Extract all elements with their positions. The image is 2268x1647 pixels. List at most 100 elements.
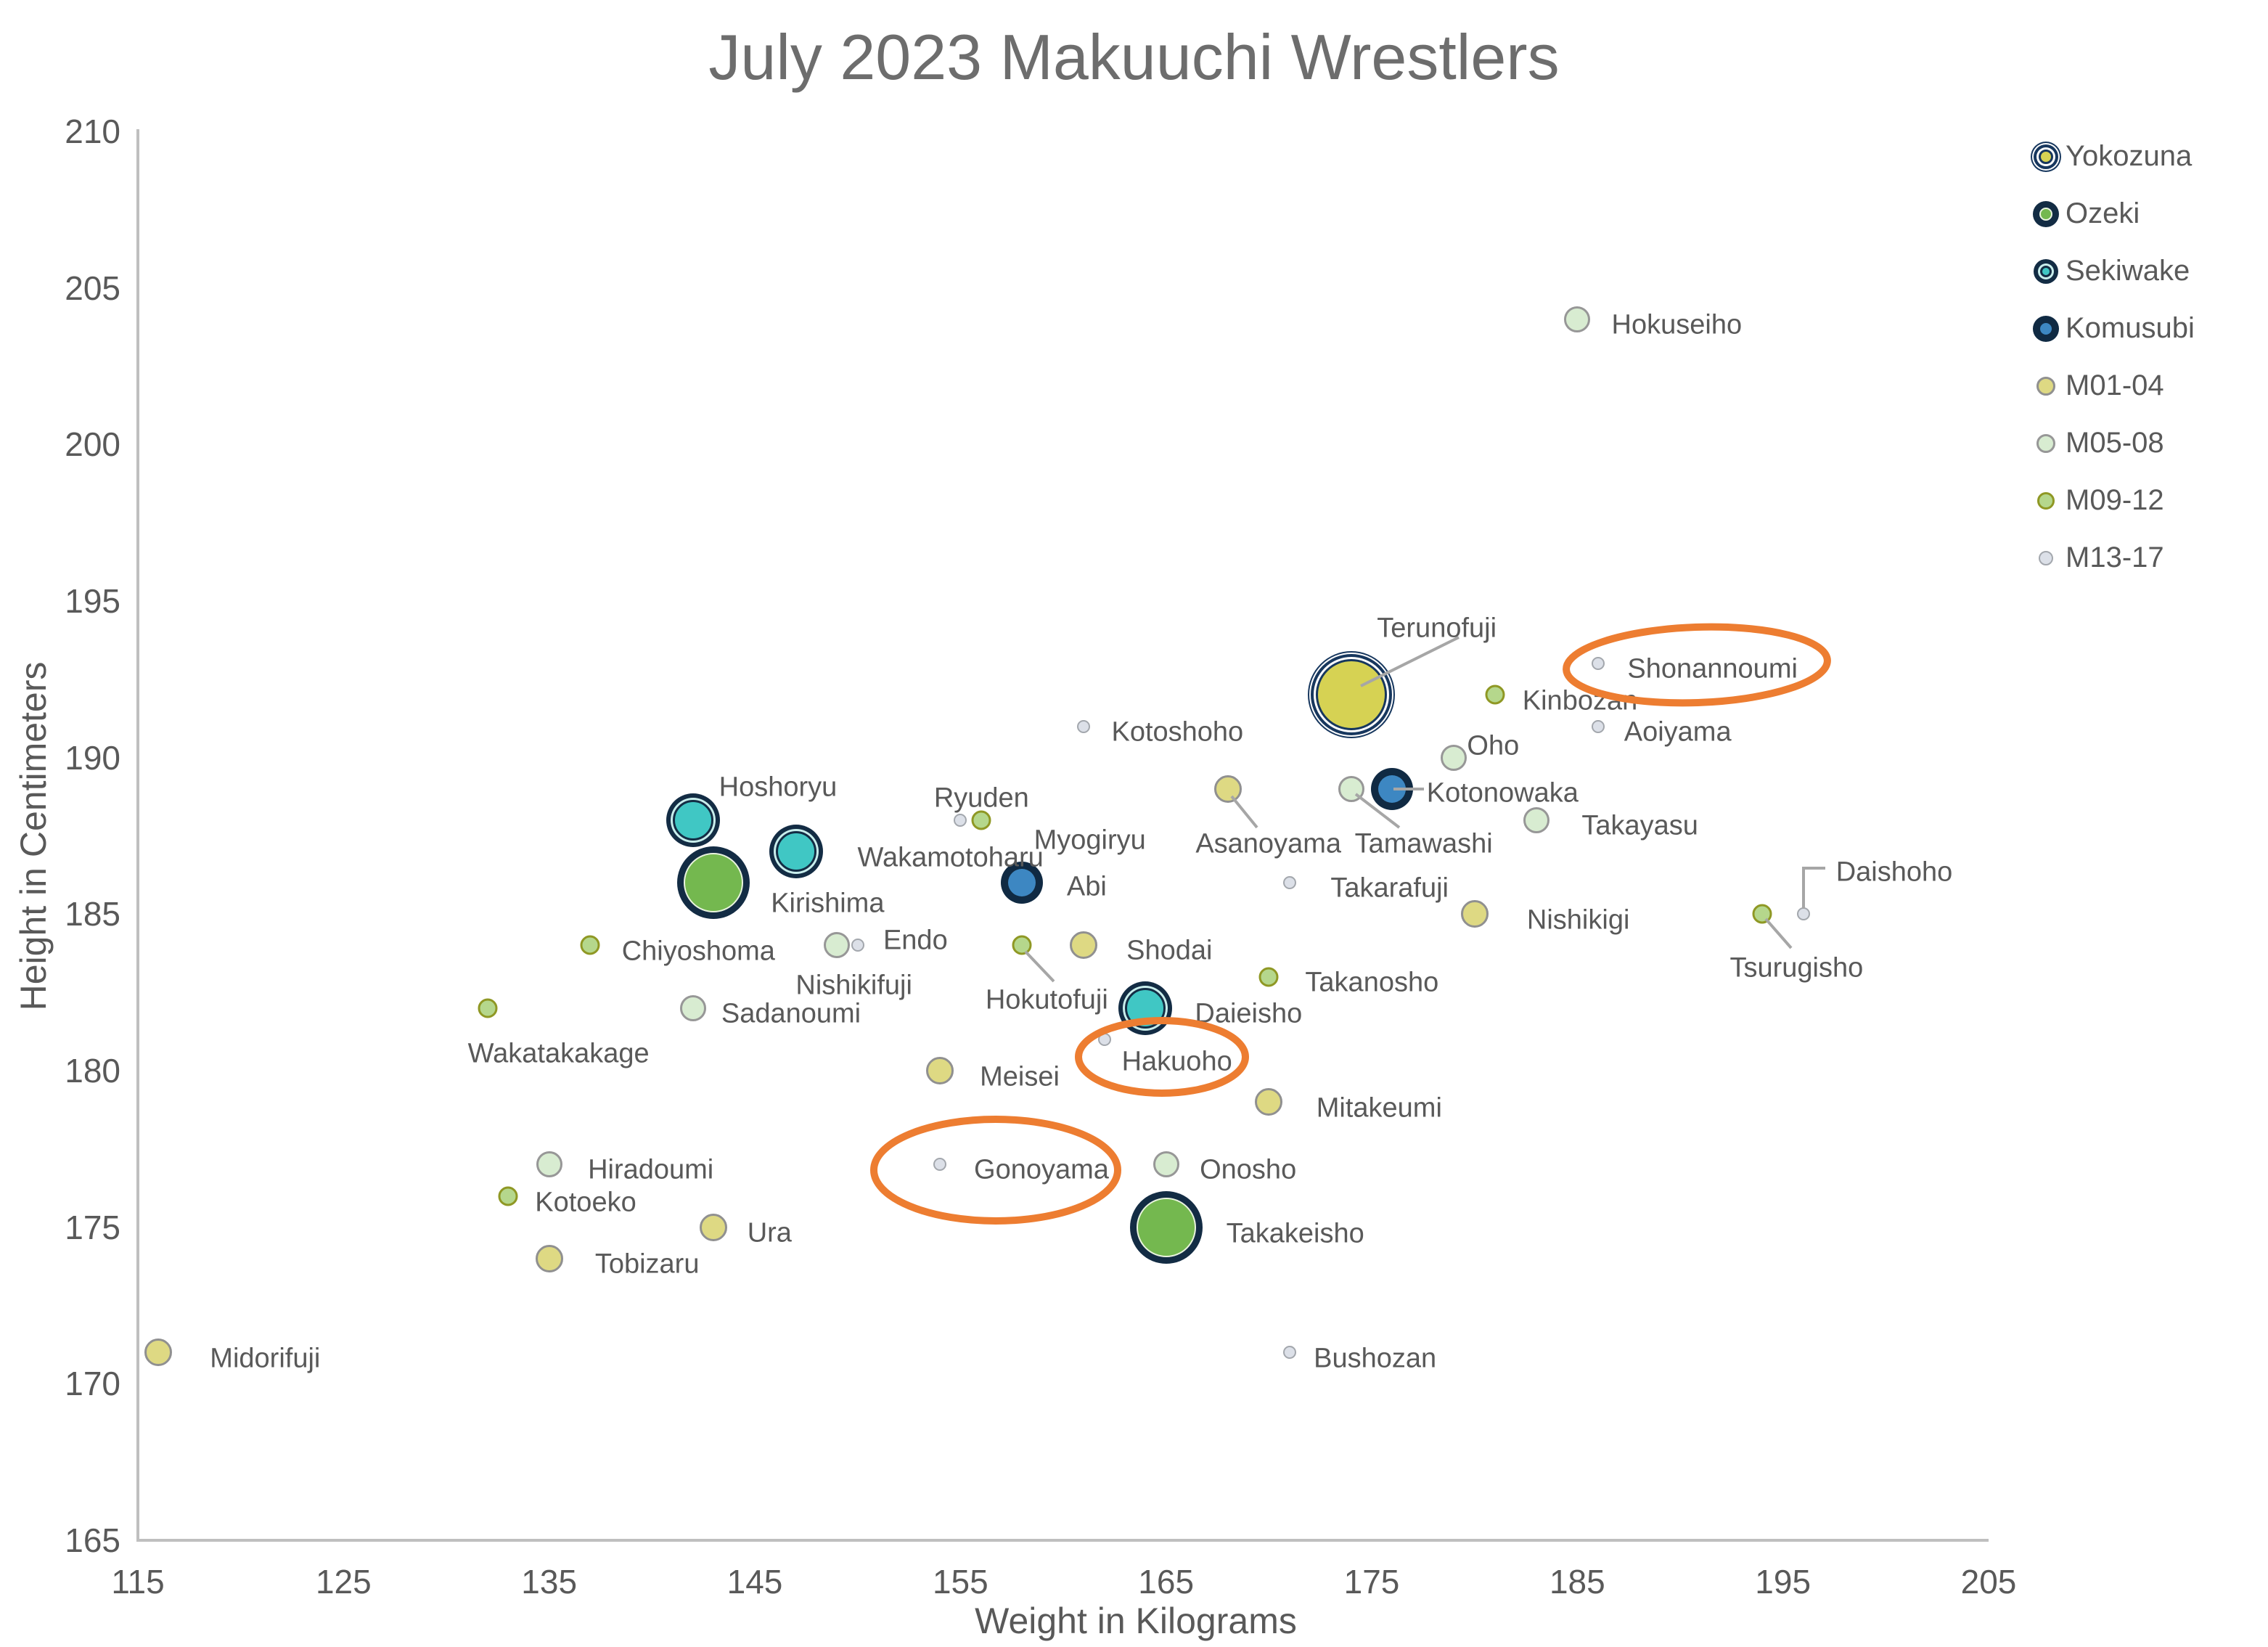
x-tick-135: 135 — [521, 1563, 578, 1601]
dot-midorifuji — [144, 1339, 173, 1367]
leader-daishoho — [1802, 867, 1825, 909]
leader-tsurugisho — [1764, 918, 1793, 949]
label-takarafuji: Takarafuji — [1330, 872, 1449, 904]
label-onosho: Onosho — [1200, 1154, 1297, 1185]
dot-onosho — [1153, 1151, 1179, 1178]
leader-asanoyama — [1230, 795, 1258, 829]
legend-item-m09-12: M09-12 — [2029, 472, 2195, 529]
label-hokuseiho: Hokuseiho — [1611, 309, 1743, 340]
legend-item-m05-08: M05-08 — [2029, 414, 2195, 472]
x-tick-145: 145 — [726, 1563, 783, 1601]
legend-label-sekiwake: Sekiwake — [2066, 255, 2190, 287]
dot-asanoyama — [1213, 775, 1242, 803]
label-chiyoshoma: Chiyoshoma — [621, 936, 775, 967]
dot-hoshoryu — [673, 799, 713, 841]
legend-marker-m05-08 — [2029, 427, 2063, 460]
label-takakeisho: Takakeisho — [1226, 1218, 1364, 1249]
label-nishikifuji: Nishikifuji — [795, 970, 912, 1001]
legend-item-ozeki: Ozeki — [2029, 185, 2195, 242]
x-tick-205: 205 — [1960, 1563, 2017, 1601]
dot-kirishima — [684, 853, 744, 913]
label-ura: Ura — [747, 1217, 792, 1248]
dot-takayasu — [1523, 806, 1549, 833]
label-oho: Oho — [1467, 730, 1520, 761]
dot-chiyoshoma — [580, 935, 600, 955]
dot-abi — [1008, 869, 1036, 897]
label-endo: Endo — [883, 925, 948, 956]
y-axis-line — [136, 129, 139, 1542]
dot-aoiyama — [1591, 719, 1605, 733]
dot-hokuseiho — [1564, 306, 1591, 332]
label-sadanoumi: Sadanoumi — [721, 998, 861, 1029]
label-nishikigi: Nishikigi — [1526, 904, 1630, 936]
legend: Yokozuna Ozeki Sekiwake Komusubi M01-04 M05-0… — [2029, 128, 2195, 587]
label-kotoeko: Kotoeko — [535, 1187, 636, 1218]
x-tick-195: 195 — [1755, 1563, 1811, 1601]
label-abi: Abi — [1066, 871, 1107, 902]
label-kirishima: Kirishima — [771, 888, 885, 919]
legend-dot-m01-04 — [2036, 376, 2055, 396]
legend-item-m01-04: M01-04 — [2029, 357, 2195, 414]
y-tick-180: 180 — [65, 1052, 120, 1090]
dot-wakamotoharu — [775, 831, 816, 872]
legend-label-m13-17: M13-17 — [2066, 541, 2164, 573]
legend-dot-m09-12 — [2037, 491, 2055, 510]
y-tick-175: 175 — [65, 1208, 120, 1246]
legend-label-yokozuna: Yokozuna — [2066, 140, 2193, 172]
x-tick-185: 185 — [1549, 1563, 1605, 1601]
dot-kotoeko — [498, 1186, 518, 1206]
legend-dot-m05-08 — [2036, 433, 2055, 453]
y-tick-200: 200 — [65, 425, 120, 464]
y-tick-205: 205 — [65, 269, 120, 307]
label-kotoshoho: Kotoshoho — [1111, 716, 1244, 748]
y-tick-185: 185 — [65, 895, 120, 933]
x-tick-115: 115 — [111, 1563, 165, 1601]
dot-takarafuji — [1282, 876, 1296, 890]
legend-marker-m09-12 — [2029, 484, 2063, 518]
dot-sadanoumi — [680, 994, 706, 1021]
dot-takanosho — [1258, 967, 1279, 987]
x-tick-165: 165 — [1138, 1563, 1195, 1601]
dot-daieisho — [1125, 987, 1166, 1029]
dot-shodai — [1070, 931, 1098, 960]
label-kotonowaka: Kotonowaka — [1426, 777, 1579, 809]
dot-tamawashi — [1338, 775, 1364, 802]
dot-kotoshoho — [1077, 719, 1091, 733]
legend-item-komusubi: Komusubi — [2029, 300, 2195, 357]
y-tick-165: 165 — [65, 1521, 120, 1559]
dot-gonoyama — [933, 1158, 946, 1172]
legend-marker-ozeki — [2029, 197, 2063, 231]
legend-marker-komusubi — [2029, 312, 2063, 346]
y-tick-195: 195 — [65, 582, 120, 620]
label-hakuoho: Hakuoho — [1121, 1046, 1232, 1077]
label-asanoyama: Asanoyama — [1195, 828, 1341, 859]
legend-dot-ozeki — [2039, 207, 2052, 221]
dot-takakeisho — [1136, 1197, 1196, 1257]
label-mitakeumi: Mitakeumi — [1316, 1092, 1442, 1124]
label-meisei: Meisei — [980, 1061, 1060, 1092]
label-daieisho: Daieisho — [1195, 998, 1303, 1029]
label-wakamotoharu: Wakamotoharu — [857, 842, 1044, 873]
x-tick-155: 155 — [932, 1563, 988, 1601]
label-midorifuji: Midorifuji — [210, 1343, 321, 1374]
y-axis-title: Height in Centimeters — [13, 661, 54, 1011]
legend-item-sekiwake: Sekiwake — [2029, 242, 2195, 300]
legend-dot-sekiwake — [2040, 265, 2052, 277]
legend-dot-m13-17 — [2039, 550, 2053, 565]
dot-mitakeumi — [1255, 1088, 1283, 1116]
dot-wakatakakage — [478, 998, 498, 1018]
label-kinbozan: Kinbozan — [1522, 685, 1638, 716]
label-hokutofuji: Hokutofuji — [985, 984, 1108, 1015]
y-tick-190: 190 — [65, 738, 120, 777]
label-takayasu: Takayasu — [1581, 810, 1698, 841]
label-shodai: Shodai — [1126, 935, 1213, 966]
dot-hokutofuji — [1012, 935, 1032, 955]
dot-tsurugisho — [1752, 904, 1772, 924]
x-axis-title: Weight in Kilograms — [975, 1601, 1297, 1641]
dot-bushozan — [1282, 1346, 1296, 1360]
dot-hakuoho — [1097, 1032, 1111, 1046]
label-tobizaru: Tobizaru — [594, 1248, 700, 1280]
dot-kotonowaka — [1378, 775, 1407, 803]
legend-label-m05-08: M05-08 — [2066, 427, 2164, 459]
